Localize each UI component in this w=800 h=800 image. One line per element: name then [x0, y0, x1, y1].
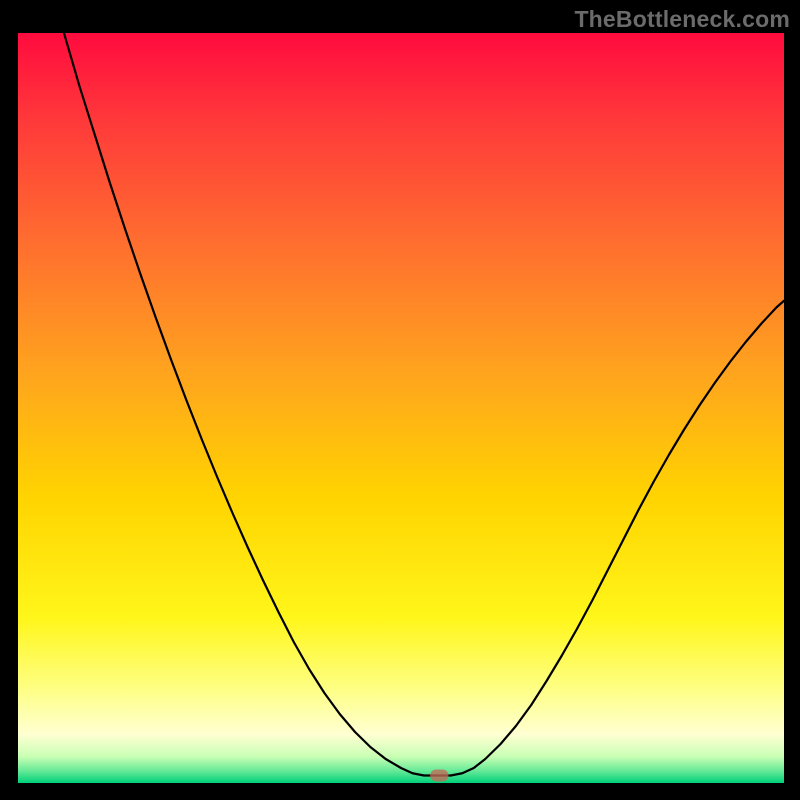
watermark-text: TheBottleneck.com: [574, 6, 790, 33]
chart-container: TheBottleneck.com: [0, 0, 800, 800]
optimal-point-marker: [430, 770, 448, 782]
plot-background: [18, 33, 784, 783]
plot-area: [18, 33, 784, 783]
chart-svg: [18, 33, 784, 783]
